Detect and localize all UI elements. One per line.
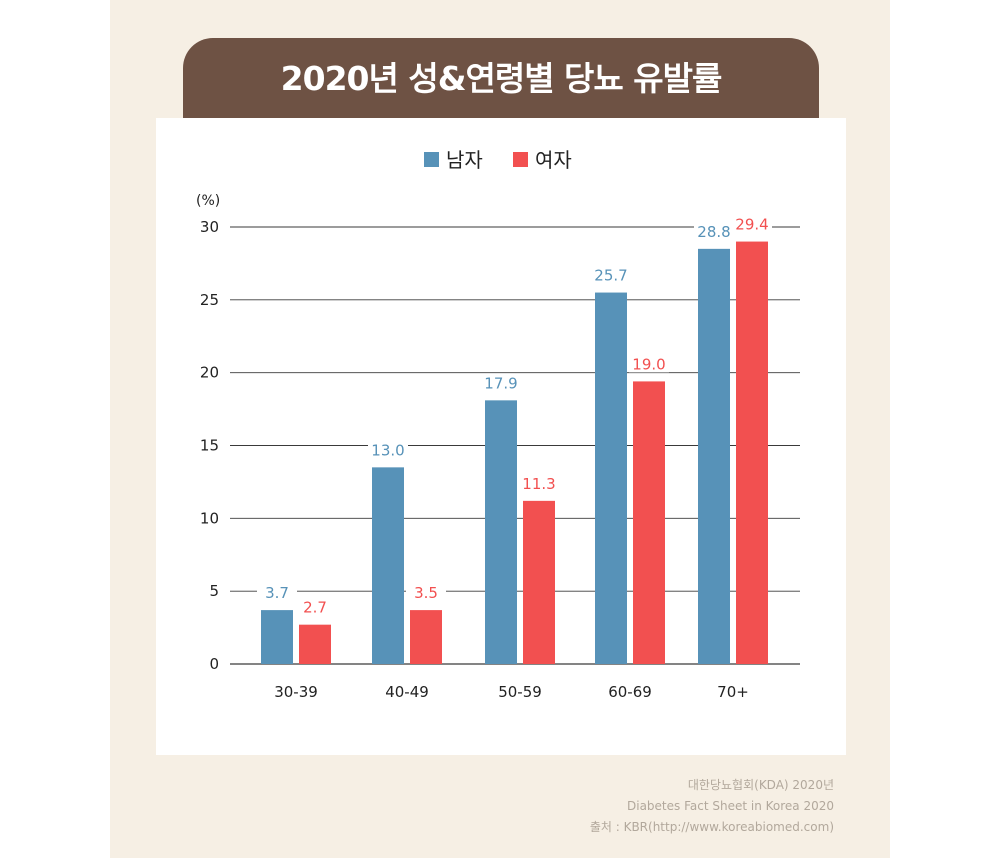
x-tick-label: 70+ <box>717 683 749 701</box>
y-tick-label: 5 <box>209 582 219 600</box>
female-value-label: 19.0 <box>632 355 665 373</box>
female-value-label: 2.7 <box>303 599 327 617</box>
female-label-bg <box>406 585 446 602</box>
male-value-label: 17.9 <box>484 374 517 392</box>
female-value-label: 29.4 <box>735 216 768 234</box>
male-bar-70+ <box>698 248 730 664</box>
female-bar-70+ <box>736 241 768 665</box>
female-label-bg <box>629 356 669 373</box>
legend-label: 남자 <box>446 148 483 172</box>
male-bar-60-69 <box>595 292 627 664</box>
female-bar-60-69 <box>633 381 665 664</box>
male-value-label: 28.8 <box>697 223 730 241</box>
female-label-bg <box>295 599 335 616</box>
source-line-url: 출처 : KBR(http://www.koreabiomed.com) <box>589 820 834 834</box>
male-label-bg <box>591 267 631 284</box>
y-tick-label: 25 <box>200 291 219 309</box>
source-line-kda: 대한당뇨협회(KDA) 2020년 <box>687 778 834 792</box>
chart-title: 2020년 성&연령별 당뇨 유발률 <box>280 58 723 98</box>
source-notes: 대한당뇨협회(KDA) 2020년 Diabetes Fact Sheet in… <box>590 775 834 838</box>
y-tick-label: 0 <box>209 655 219 673</box>
title-banner: 2020년 성&연령별 당뇨 유발률 <box>183 38 819 118</box>
y-tick-label: 10 <box>200 509 219 527</box>
male-bar-30-39 <box>261 610 293 664</box>
female-bar-50-59 <box>523 500 555 664</box>
female-value-label: 11.3 <box>522 475 555 493</box>
male-value-label: 13.0 <box>371 441 404 459</box>
y-tick-label: 20 <box>200 364 219 382</box>
female-bar-40-49 <box>410 610 442 664</box>
male-label-bg <box>368 442 408 459</box>
source-line-factsheet: Diabetes Fact Sheet in Korea 2020 <box>627 799 834 813</box>
legend-label: 여자 <box>535 148 572 172</box>
male-label-bg <box>694 223 734 240</box>
female-label-bg <box>732 216 772 233</box>
y-tick-label: 15 <box>200 437 219 455</box>
y-tick-label: 30 <box>200 218 219 236</box>
male-value-label: 3.7 <box>265 584 289 602</box>
male-value-label: 25.7 <box>594 267 627 285</box>
x-tick-label: 30-39 <box>274 683 318 701</box>
female-value-label: 3.5 <box>414 584 438 602</box>
y-axis-unit: (%) <box>196 193 220 209</box>
male-label-bg <box>257 585 297 602</box>
female-legend-swatch <box>513 152 528 167</box>
x-tick-label: 60-69 <box>608 683 652 701</box>
male-legend-swatch <box>424 152 439 167</box>
female-label-bg <box>519 475 559 492</box>
x-tick-label: 50-59 <box>498 683 542 701</box>
x-tick-label: 40-49 <box>385 683 429 701</box>
female-bar-30-39 <box>299 624 331 664</box>
male-bar-50-59 <box>485 400 517 664</box>
male-bar-40-49 <box>372 467 404 664</box>
male-label-bg <box>481 375 521 392</box>
